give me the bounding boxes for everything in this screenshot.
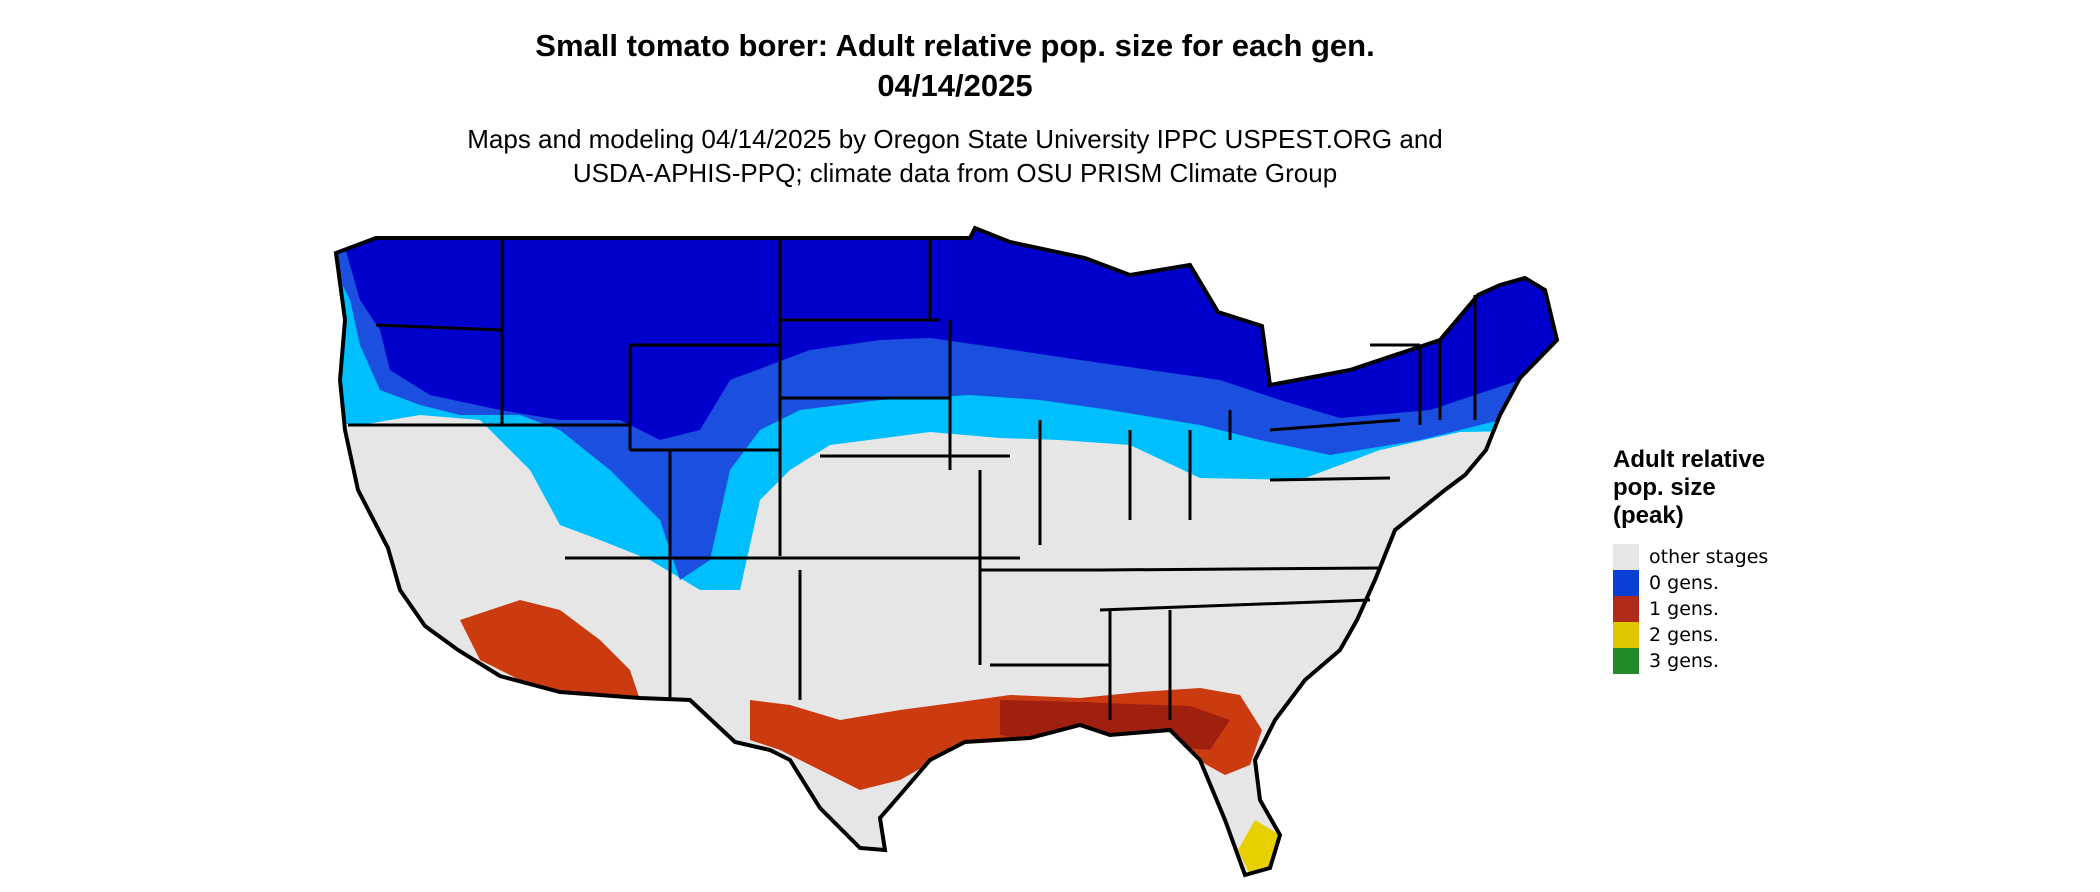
title-line-1: Small tomato borer: Adult relative pop. … (535, 28, 1375, 63)
legend-title-line: Adult relative (1613, 446, 1766, 473)
legend-swatch (1613, 648, 1639, 674)
legend-item-2-gens: 2 gens. (1613, 622, 1768, 648)
legend-item-1-gens: 1 gens. (1613, 596, 1768, 622)
subtitle-line-1: Maps and modeling 04/14/2025 by Oregon S… (467, 124, 1443, 154)
boundary-line (1099, 598, 1371, 612)
legend-item-other-stages: other stages (1613, 544, 1768, 570)
boundary-line (1269, 476, 1391, 482)
map-subtitle: Maps and modeling 04/14/2025 by Oregon S… (0, 122, 1910, 190)
legend-title-line: (peak) (1613, 502, 1684, 529)
title-line-2: 04/14/2025 (877, 68, 1033, 103)
legend-label: 0 gens. (1649, 572, 1719, 594)
map-fill (336, 228, 1557, 875)
boundary-line (375, 323, 503, 332)
legend-items: other stages 0 gens. 1 gens. 2 gens. 3 g… (1613, 544, 1768, 674)
legend-swatch (1613, 570, 1639, 596)
region-red-desert (460, 600, 640, 700)
legend-label: 3 gens. (1649, 650, 1719, 672)
legend-item-0-gens: 0 gens. (1613, 570, 1768, 596)
boundary-line (1099, 566, 1381, 572)
map-title: Small tomato borer: Adult relative pop. … (0, 26, 1910, 106)
boundary-line (1269, 418, 1401, 432)
legend: Adult relative pop. size (peak) other st… (1613, 446, 1768, 674)
region-yellow-florida (1238, 820, 1280, 875)
legend-swatch (1613, 544, 1639, 570)
subtitle-line-2: USDA-APHIS-PPQ; climate data from OSU PR… (572, 158, 1338, 188)
legend-label: 1 gens. (1649, 598, 1719, 620)
legend-title-line: pop. size (1613, 474, 1716, 501)
legend-title: Adult relative pop. size (peak) (1613, 446, 1768, 530)
legend-item-3-gens: 3 gens. (1613, 648, 1768, 674)
state-boundaries (348, 238, 1477, 720)
legend-label: other stages (1649, 546, 1769, 568)
legend-swatch (1613, 622, 1639, 648)
legend-swatch (1613, 596, 1639, 622)
legend-label: 2 gens. (1649, 624, 1719, 646)
